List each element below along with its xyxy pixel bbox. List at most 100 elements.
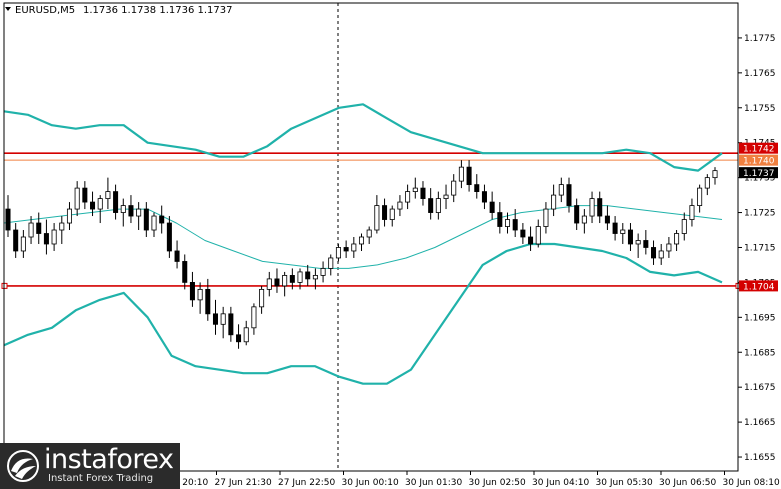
price-label-1.1704: 1.1704 — [743, 282, 775, 292]
price-label-1.1742: 1.1742 — [743, 145, 775, 155]
candle-body — [205, 288, 211, 315]
candle-body — [597, 198, 603, 217]
candle-body — [159, 215, 165, 224]
candle-body — [28, 222, 34, 238]
price-label-bg-1.1740 — [739, 154, 778, 166]
candle-body — [143, 208, 149, 231]
candle-body — [612, 222, 618, 234]
candle-body — [236, 334, 242, 343]
candle-body — [36, 222, 42, 234]
bollinger-lower-band — [3, 242, 723, 385]
candle-body — [266, 278, 272, 290]
candle-body — [297, 271, 303, 283]
candles-layer — [5, 160, 718, 349]
candle-body — [259, 288, 265, 308]
symbol-menu-chevron-icon[interactable] — [5, 7, 11, 11]
candle-body — [382, 205, 388, 220]
candle-body — [435, 198, 441, 213]
candle-body — [627, 229, 633, 245]
candle-body — [681, 219, 687, 234]
candle-body — [312, 275, 318, 280]
candle-body — [220, 313, 226, 325]
x-tick-label: 27 Jun 22:50 — [278, 478, 335, 488]
candle-body — [274, 278, 280, 287]
logo-wordmark: instaforex — [44, 444, 174, 475]
candle-body — [51, 229, 57, 245]
candle-body — [189, 282, 195, 301]
candle-body — [13, 229, 19, 252]
candle-body — [43, 233, 49, 245]
candle-body — [128, 205, 134, 217]
candle-body — [5, 208, 11, 231]
price-label-1.1740: 1.1740 — [743, 157, 775, 167]
candle-body — [59, 222, 65, 231]
current-price-label-bg — [739, 167, 778, 179]
y-tick-label: 1.1695 — [744, 313, 776, 323]
price-label-bg-1.1704 — [739, 280, 778, 292]
candle-body — [651, 247, 657, 259]
candle-body — [697, 187, 703, 206]
candle-body — [197, 288, 203, 301]
candle-body — [228, 313, 234, 336]
instaforex-logo-icon — [7, 450, 39, 482]
y-tick-label: 1.1665 — [744, 418, 776, 428]
candle-body — [512, 219, 518, 231]
candle-body — [497, 212, 503, 227]
y-tick-label: 1.1755 — [744, 104, 776, 114]
x-tick-label: 30 Jun 02:50 — [469, 478, 526, 488]
ohlc-quote-label: 1.1736 1.1738 1.1736 1.1737 — [83, 5, 233, 16]
candle-body — [604, 215, 610, 224]
y-tick-label: 1.1715 — [744, 243, 776, 253]
candle-body — [305, 271, 311, 280]
candle-body — [420, 187, 426, 199]
candle-body — [581, 215, 587, 224]
candle-body — [66, 208, 72, 224]
candle-body — [589, 198, 595, 217]
candle-body — [704, 177, 710, 189]
x-tick-label: 30 Jun 04:10 — [532, 478, 589, 488]
candle-body — [574, 205, 580, 224]
chart-header: EURUSD,M5 1.1736 1.1738 1.1736 1.1737 — [5, 5, 233, 16]
current-price-label: 1.1737 — [743, 169, 775, 179]
candle-body — [489, 201, 495, 213]
candle-body — [543, 208, 549, 227]
candle-body — [474, 184, 480, 192]
instaforex-logo: instaforex Instant Forex Trading — [0, 443, 180, 489]
candle-body — [366, 229, 372, 238]
x-tick-label: 30 Jun 00:10 — [342, 478, 399, 488]
candle-body — [428, 198, 434, 213]
candle-body — [712, 170, 718, 179]
candle-body — [182, 261, 188, 283]
candle-body — [481, 191, 487, 203]
candle-body — [620, 229, 626, 234]
candle-body — [90, 201, 96, 210]
price-labels-layer: 1.1742 1.1740 1.1704 1.1737 — [739, 142, 778, 292]
x-tick-label: 27 Jun 21:30 — [215, 478, 272, 488]
y-tick-label: 1.1775 — [744, 34, 776, 44]
candle-body — [136, 208, 142, 217]
candle-body — [397, 201, 403, 210]
candle-body — [74, 187, 80, 210]
candle-body — [20, 236, 26, 252]
candle-body — [566, 184, 572, 206]
y-tick-label: 1.1675 — [744, 383, 776, 393]
candle-body — [328, 257, 334, 269]
candle-body — [443, 194, 449, 199]
y-tick-label: 1.1655 — [744, 453, 776, 463]
candle-body — [389, 208, 395, 220]
candle-body — [458, 166, 464, 182]
candle-body — [643, 240, 649, 248]
candle-body — [635, 240, 641, 245]
price-label-bg-1.1742 — [739, 142, 778, 154]
candle-body — [520, 229, 526, 238]
y-tick-label: 1.1685 — [744, 348, 776, 358]
y-tick-label: 1.1725 — [744, 209, 776, 219]
y-tick-label: 1.1735 — [744, 174, 776, 184]
candle-body — [343, 247, 349, 252]
candle-body — [251, 306, 257, 329]
candle-body — [120, 205, 126, 213]
candle-body — [374, 205, 380, 231]
plot-frame — [3, 2, 739, 472]
x-tick-label: 30 Jun 01:30 — [405, 478, 462, 488]
